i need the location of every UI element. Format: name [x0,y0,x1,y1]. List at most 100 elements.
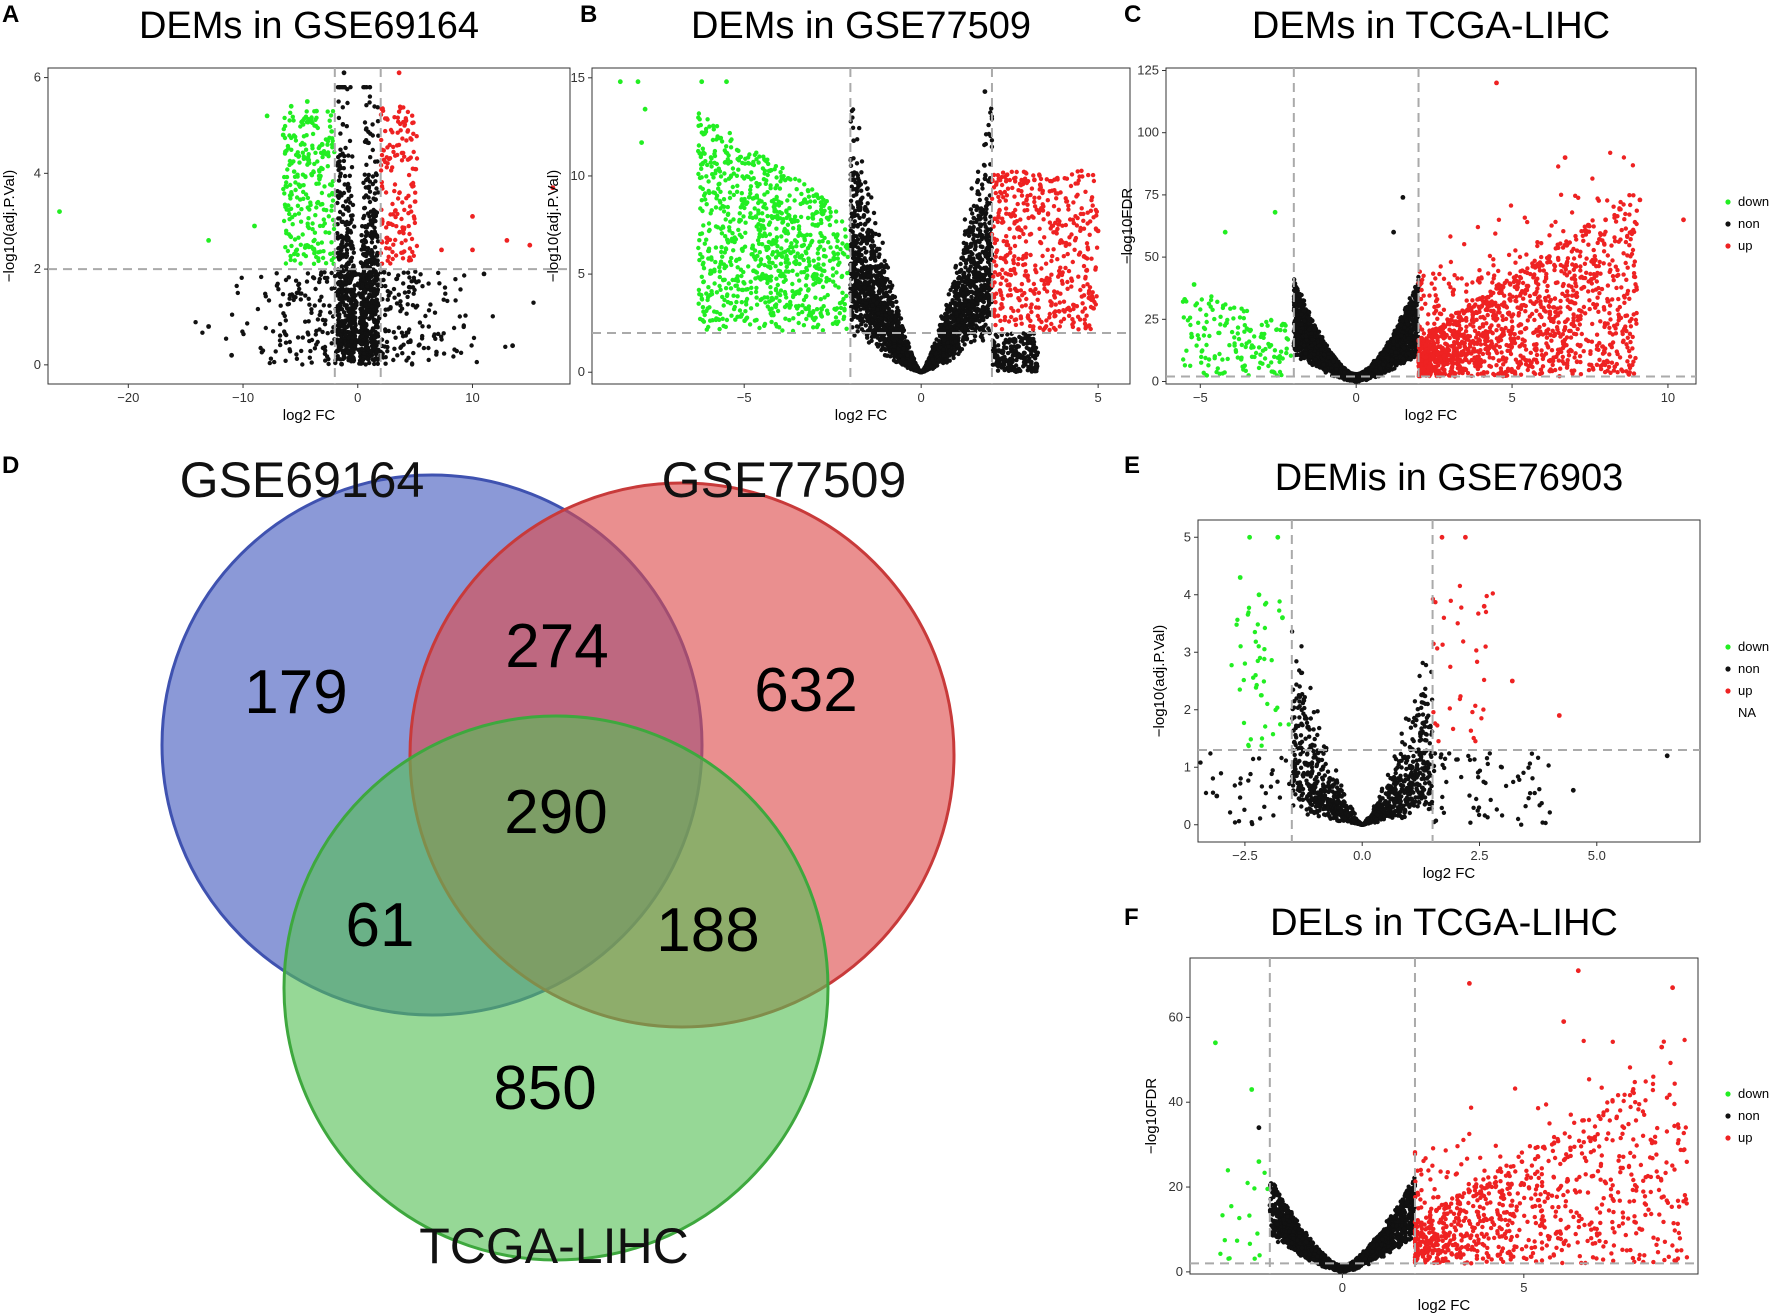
data-point-down [807,243,812,248]
data-point-down [725,157,730,162]
y-tick-label: 0 [34,357,41,372]
data-point-down [730,184,735,190]
data-point-down [696,111,702,116]
data-point-down [699,198,704,203]
data-point-up [400,136,405,141]
data-point-non [364,225,369,230]
data-point-down [298,142,304,147]
data-point-down [754,157,759,162]
data-point-up [392,188,397,194]
data-point-down [317,223,323,229]
data-point-up [405,109,411,115]
data-point-non [977,254,982,259]
data-point-non [375,159,380,164]
data-point-non [848,198,854,203]
data-point-non [930,347,936,353]
data-point-non [855,137,860,142]
data-point-down [717,265,722,270]
data-point-down [294,247,300,252]
data-point-up [405,128,411,133]
data-point-down [729,255,734,261]
data-point-non [959,317,964,322]
data-point-down [296,182,301,187]
data-point-down [816,262,821,267]
data-point-non [855,245,861,250]
data-point-down [325,164,330,169]
data-point-non [898,327,903,332]
data-point-down [315,125,320,131]
data-point-non [426,281,431,286]
data-point-non [951,355,956,361]
data-point-non [955,342,960,348]
data-point-up [439,247,444,253]
data-point-non [858,307,863,312]
data-point-non [339,273,344,278]
data-point-down [727,225,732,230]
data-point-down [327,135,332,140]
data-point-non [338,131,343,136]
data-point-non [298,297,303,302]
data-point-non [376,190,381,195]
data-point-non [369,339,374,345]
data-point-down [845,254,850,260]
y-tick-label: 2 [34,261,41,276]
data-point-non [941,347,946,352]
data-point-non [294,356,300,361]
data-point-non [970,258,975,263]
data-point-down [292,258,297,263]
data-point-non [421,345,427,351]
y-axis-label: −log10(adj.P.Val) [1,170,18,282]
data-point-non [866,291,871,297]
data-point-non [952,348,957,353]
data-point-non [336,160,341,165]
data-point-down [329,129,335,134]
data-point-non [938,324,943,329]
data-point-down [771,197,777,203]
data-point-up [400,256,406,261]
data-point-up [402,122,408,127]
data-point-down [811,325,816,330]
data-point-non [426,357,431,363]
data-point-non [341,158,347,164]
data-point-non [980,244,985,250]
data-point-non [952,351,957,356]
data-point-down [827,206,832,211]
data-point-non [426,308,432,313]
data-point-down [321,217,326,222]
data-point-down [285,143,291,149]
data-point-down [711,175,716,180]
data-point-non [388,305,393,310]
data-point-down [818,297,823,302]
data-point-down [298,261,303,266]
data-point-non [346,287,351,292]
data-point-non [322,270,327,275]
data-point-down [826,240,831,245]
data-point-up [399,150,404,156]
data-point-non [903,360,908,365]
data-point-non [420,324,425,329]
data-point-down [312,237,317,243]
data-point-non [437,281,442,286]
data-point-non [327,303,332,308]
data-point-non [986,256,991,261]
data-point-non [490,314,495,319]
data-point-down [739,273,744,279]
x-tick-label: 0 [354,390,361,405]
data-point-down [306,216,311,221]
data-point-down [797,178,802,183]
data-point-non [891,338,897,343]
data-point-non [385,349,390,354]
data-point-non [959,347,965,352]
data-point-non [947,349,952,354]
data-point-non [866,286,871,291]
data-point-non [976,317,981,323]
data-point-down [719,231,725,236]
data-point-down [739,191,744,196]
data-point-down [289,243,294,249]
data-point-non [866,273,871,278]
data-point-non [335,354,340,359]
data-point-non [981,274,987,279]
data-point-up [413,199,418,204]
data-point-non [365,185,370,190]
data-point-non [277,321,283,327]
